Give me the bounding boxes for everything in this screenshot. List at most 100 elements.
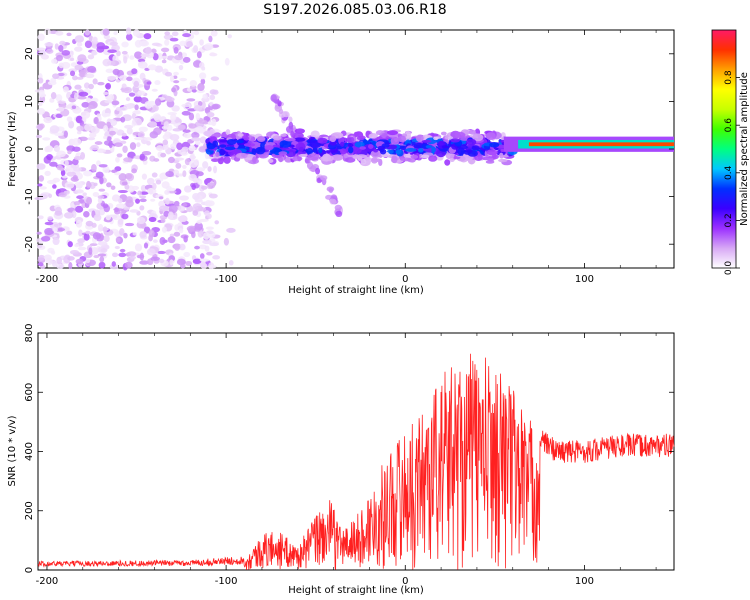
noise-blob xyxy=(75,258,84,265)
noise-blob xyxy=(52,227,58,232)
noise-blob xyxy=(61,49,71,56)
noise-blob xyxy=(98,188,106,192)
noise-blob xyxy=(197,207,207,212)
noise-blob xyxy=(87,54,95,60)
noise-blob xyxy=(199,253,205,259)
noise-blob xyxy=(56,164,63,171)
noise-blob xyxy=(178,205,186,212)
noise-blob xyxy=(203,232,210,240)
noise-blob xyxy=(151,172,158,178)
noise-blob xyxy=(78,91,89,97)
noise-blob xyxy=(87,65,97,73)
noise-blob xyxy=(77,246,87,251)
noise-blob xyxy=(164,189,170,195)
band-blob xyxy=(391,155,398,164)
noise-blob xyxy=(58,192,67,198)
noise-blob xyxy=(167,187,177,192)
noise-blob xyxy=(58,44,64,52)
noise-blob xyxy=(143,137,153,141)
spectrogram-y-tick-label: -20 xyxy=(24,236,35,252)
colorbar-tick-label: 0.4 xyxy=(724,165,734,180)
colorbar-tick-label: 0.6 xyxy=(724,118,734,133)
noise-blob xyxy=(54,43,59,50)
band-blob xyxy=(444,159,451,166)
band-blob xyxy=(235,139,245,144)
noise-blob xyxy=(145,46,152,55)
noise-blob xyxy=(228,260,234,266)
band-blob xyxy=(370,149,382,158)
noise-blob xyxy=(105,214,112,221)
noise-blob xyxy=(37,183,43,187)
noise-blob xyxy=(191,137,201,142)
band-blob xyxy=(371,157,378,164)
band-blob xyxy=(499,152,504,159)
band-blob xyxy=(421,154,430,159)
noise-blob xyxy=(139,252,145,261)
noise-blob xyxy=(165,171,174,177)
noise-blob xyxy=(206,251,213,256)
noise-blob xyxy=(111,169,118,173)
noise-blob xyxy=(167,156,175,164)
noise-blob xyxy=(118,252,127,258)
noise-blob xyxy=(113,31,118,36)
noise-blob xyxy=(124,124,134,129)
noise-blob xyxy=(50,92,57,100)
noise-blob xyxy=(74,35,85,43)
noise-blob xyxy=(160,55,168,59)
band-blob xyxy=(223,156,231,164)
noise-blob xyxy=(134,137,144,141)
noise-blob xyxy=(128,92,136,97)
noise-blob xyxy=(160,152,167,158)
snr-y-tick-label: 0 xyxy=(24,567,35,573)
noise-blob xyxy=(97,81,105,86)
band-blob xyxy=(428,155,438,162)
band-blob xyxy=(219,139,228,143)
noise-blob xyxy=(54,223,59,227)
noise-blob xyxy=(150,198,156,202)
noise-blob xyxy=(76,195,84,200)
noise-blob xyxy=(157,250,166,255)
noise-blob xyxy=(84,29,91,36)
noise-blob xyxy=(121,213,129,220)
noise-blob xyxy=(154,98,162,106)
noise-blob xyxy=(169,37,179,42)
noise-blob xyxy=(56,150,66,158)
noise-blob xyxy=(103,124,109,132)
snr-y-axis-label: SNR (10 * v/v) xyxy=(7,415,18,486)
noise-blob xyxy=(54,132,65,137)
noise-blob xyxy=(148,187,154,195)
noise-blob xyxy=(47,216,54,221)
noise-blob xyxy=(198,72,207,80)
noise-blob xyxy=(173,169,180,175)
noise-blob xyxy=(114,172,121,176)
band-blob xyxy=(256,136,266,142)
noise-blob xyxy=(73,167,82,172)
snr-x-tick-label: -100 xyxy=(215,576,238,587)
noise-blob xyxy=(123,232,128,239)
noise-blob xyxy=(97,253,107,257)
noise-blob xyxy=(116,153,123,158)
noise-blob xyxy=(177,124,186,131)
noise-blob xyxy=(81,101,90,108)
noise-blob xyxy=(129,142,137,150)
noise-blob xyxy=(71,105,77,110)
noise-blob xyxy=(155,179,162,185)
noise-blob xyxy=(44,28,51,35)
noise-blob xyxy=(120,140,127,144)
noise-blob xyxy=(152,104,159,112)
colorbar-tick-label: 0.2 xyxy=(724,213,734,227)
band-blob xyxy=(298,153,308,158)
band-blob xyxy=(360,158,367,165)
noise-blob xyxy=(195,112,201,121)
noise-blob xyxy=(193,30,200,36)
noise-blob xyxy=(163,121,169,128)
noise-blob xyxy=(56,54,63,62)
noise-blob xyxy=(121,181,128,186)
noise-blob xyxy=(104,99,114,104)
noise-blob xyxy=(88,83,94,90)
noise-blob xyxy=(95,171,104,179)
noise-blob xyxy=(131,168,137,174)
band-blob xyxy=(329,135,337,143)
noise-blob xyxy=(77,238,86,244)
noise-blob xyxy=(193,105,203,112)
